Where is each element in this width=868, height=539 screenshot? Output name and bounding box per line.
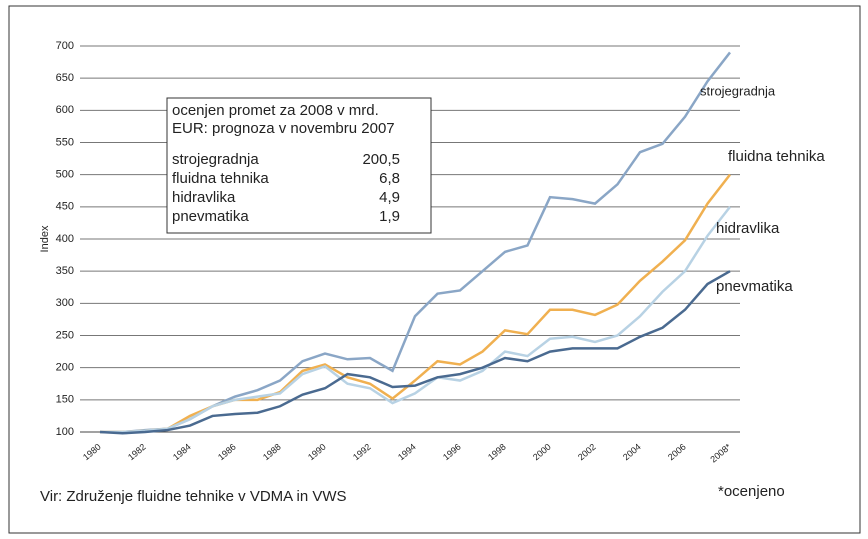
x-tick-label: 1980 [81,442,103,463]
y-tick-label: 200 [56,362,74,374]
note: *ocenjeno [718,483,785,500]
y-tick-label: 100 [56,426,74,438]
y-tick-label: 150 [56,394,74,406]
y-tick-label: 350 [56,265,74,277]
y-tick-label: 550 [56,136,74,148]
x-tick-label: 1994 [396,442,418,463]
info-name: hidravlika [172,189,236,206]
info-line: EUR: prognoza v novembru 2007 [172,120,395,137]
y-tick-label: 650 [56,72,74,84]
info-name: fluidna tehnika [172,170,269,187]
x-tick-label: 2008* [708,441,733,464]
series-line [99,270,731,435]
info-value: 1,9 [379,208,400,225]
x-tick-label: 1992 [351,442,373,463]
series-label: hidravlika [716,220,780,237]
info-name: strojegradnja [172,151,259,168]
x-tick-label: 2004 [621,442,643,463]
y-tick-label: 400 [56,233,74,245]
y-tick-label: 700 [56,40,74,52]
info-box [166,97,432,234]
info-line: ocenjen promet za 2008 v mrd. [172,102,379,119]
y-tick-label: 250 [56,329,74,341]
info-value: 200,5 [362,151,400,168]
info-name: pnevmatika [172,208,249,225]
x-tick-label: 1988 [261,442,283,463]
x-tick-label: 1998 [486,442,508,463]
y-tick-label: 500 [56,169,74,181]
source: Vir: Združenje fluidne tehnike v VDMA in… [40,488,347,505]
x-tick-label: 1982 [126,442,148,463]
info-value: 4,9 [379,189,400,206]
series-label: pnevmatika [716,278,793,295]
y-tick-label: 600 [56,104,74,116]
x-tick-label: 1990 [306,442,328,463]
x-tick-label: 2006 [666,442,688,463]
y-axis-label: Index [39,225,51,252]
x-tick-label: 1984 [171,442,193,463]
info-value: 6,8 [379,170,400,187]
series-line [100,206,731,434]
y-tick-label: 300 [56,297,74,309]
frame [8,5,861,534]
x-tick-label: 2000 [531,442,553,463]
y-tick-label: 450 [56,201,74,213]
x-tick-label: 1996 [441,442,463,463]
x-tick-label: 1986 [216,442,238,463]
x-tick-label: 2002 [576,442,598,463]
series-label: fluidna tehnika [728,148,825,165]
series-label: strojegradnja [700,83,776,98]
